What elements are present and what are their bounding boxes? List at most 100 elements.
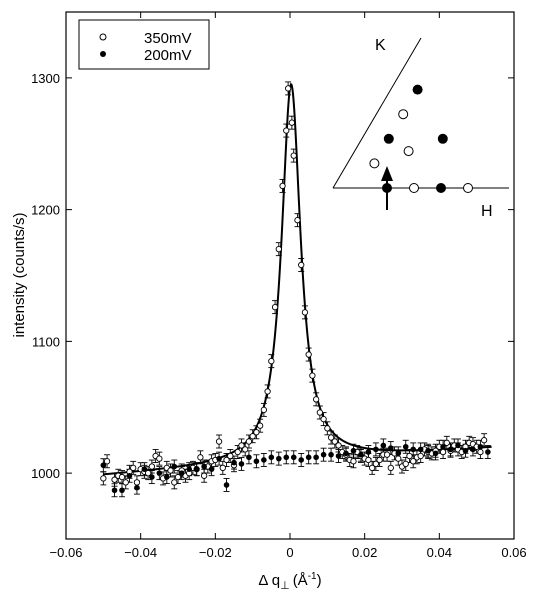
point-200mv [178,470,185,476]
point-350mv [312,396,320,403]
point-350mv [383,451,391,458]
axis-ticks: −0.06 −0.04 −0.02 0 0.02 0.04 0.06 1000 1100 1200… [31,12,527,560]
point-200mv [328,451,334,458]
point-200mv [149,474,155,480]
point-350mv [368,464,376,472]
point-200mv [253,458,260,465]
point-350mv [227,452,234,460]
point-200mv [201,463,207,470]
point-350mv [350,458,357,465]
point-350mv [410,458,417,465]
point-200mv [417,446,424,453]
point-350mv [223,456,230,464]
point-200mv [186,466,192,472]
point-200mv [432,450,439,457]
point-350mv [249,433,256,440]
point-350mv [417,452,424,460]
point-350mv [174,473,182,481]
inset-filled-point [437,133,448,144]
point-200mv [447,446,454,453]
point-350mv [118,473,126,481]
legend-marker-350mv [99,33,107,41]
inset-open-point [463,183,473,193]
point-350mv [324,425,331,432]
x-tick-label: 0.04 [427,545,452,560]
point-350mv [200,472,208,479]
point-200mv [388,445,394,451]
point-350mv [477,448,484,456]
point-200mv [320,451,327,458]
point-200mv [100,462,107,469]
point-200mv [238,461,245,467]
inset-open-point [409,183,419,193]
point-350mv [305,351,312,358]
point-200mv [261,457,267,463]
point-200mv [111,487,118,494]
point-200mv [485,449,491,455]
point-350mv [260,406,268,414]
point-200mv [477,443,484,450]
point-350mv [238,442,245,449]
y-tick-label: 1200 [31,203,60,218]
point-350mv [298,261,305,269]
inset-open-point [369,158,380,169]
point-350mv [320,415,327,423]
legend-label-350mv: 350mV [144,30,192,47]
point-200mv [290,454,297,461]
point-200mv [440,443,446,450]
inset-k-label: K [375,37,386,54]
point-350mv [133,479,141,486]
inset-h-label: H [481,203,493,220]
inset-arrow-head [381,166,393,181]
point-350mv [100,475,107,482]
y-axis-label: intensity (counts/s) [11,212,28,337]
point-350mv [256,422,264,429]
fit-curve [103,82,492,476]
point-350mv [268,357,275,365]
point-350mv [288,119,296,126]
point-200mv [343,450,349,457]
point-200mv [134,484,140,491]
point-350mv [480,437,488,444]
point-350mv [372,460,380,468]
point-350mv [264,388,271,395]
point-350mv [331,438,338,445]
inset-lattice: K H [332,37,509,220]
point-350mv [406,452,413,460]
point-350mv [279,182,286,190]
x-tick-label: −0.04 [124,545,157,560]
point-200mv [231,459,237,466]
inset-open-point [398,109,409,120]
point-200mv [470,446,476,453]
point-350mv [130,464,137,472]
point-350mv [402,460,409,468]
point-200mv [208,466,215,472]
legend-label-200mv: 200mV [144,47,192,64]
point-350mv [111,476,118,483]
point-200mv [410,446,417,453]
x-tick-label: 0.02 [352,545,377,560]
point-200mv [276,455,282,462]
point-200mv [268,454,275,461]
x-tick-label: −0.06 [50,545,83,560]
point-350mv [290,152,297,159]
x-tick-label: −0.02 [199,545,232,560]
point-350mv [215,438,223,445]
legend-box [78,19,210,70]
point-200mv [246,454,252,461]
y-tick-label: 1000 [31,466,60,481]
inset-open-point [403,146,414,157]
x-axis-label: Δ q⊥ (Å-1) [258,571,321,592]
point-350mv [327,434,335,441]
point-200mv [141,466,148,472]
point-200mv [335,453,342,459]
inset-filled-point [383,133,394,144]
x-axis-label-sub: ⊥ [280,580,290,592]
point-350mv [148,463,156,470]
point-200mv [365,449,372,455]
point-350mv [167,467,174,474]
point-200mv [119,487,125,494]
point-350mv [376,456,383,464]
point-350mv [271,303,279,311]
point-200mv [126,472,133,479]
